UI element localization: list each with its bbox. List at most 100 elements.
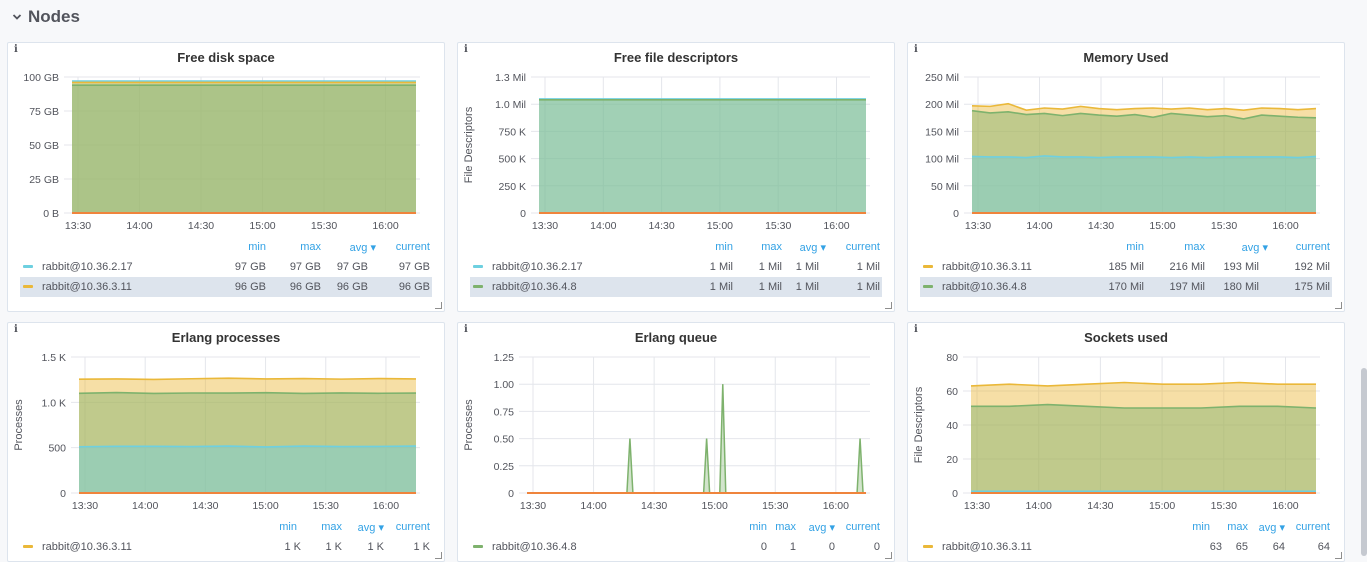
legend-col-current[interactable]: current — [845, 521, 880, 533]
panel-info-icon[interactable]: i — [464, 324, 468, 335]
legend-series-name[interactable]: rabbit@10.36.3.11 — [42, 541, 132, 553]
x-tick-label: 15:00 — [252, 500, 278, 512]
legend-swatch[interactable] — [473, 265, 483, 268]
legend-value-max: 1 Mil — [758, 261, 782, 273]
panel-free-disk-space[interactable]: i Free disk space 100 GB 75 GB 50 GB 25 GB 0 B… — [7, 42, 445, 312]
legend-value-current: 97 GB — [398, 261, 430, 273]
legend-col-min[interactable]: min — [248, 241, 266, 253]
y-tick-label: 0 B — [43, 208, 59, 220]
panel-info-icon[interactable]: i — [14, 324, 18, 335]
legend-series-name[interactable]: rabbit@10.36.3.11 — [942, 541, 1032, 553]
legend-col-min[interactable]: min — [715, 241, 733, 253]
legend-value-min: 96 GB — [234, 281, 266, 293]
chart-area[interactable]: 1.25 1.00 0.75 0.50 0.25 0 13:30 14:00 14:30 15:0… — [458, 323, 895, 523]
chart-area[interactable]: 1.5 K 1.0 K 500 0 13:30 14:00 14:30 15:00 15:30 1… — [8, 323, 445, 523]
panel-title[interactable]: Free disk space — [177, 50, 275, 65]
legend-swatch[interactable] — [923, 285, 933, 288]
series-area — [971, 382, 1316, 493]
legend-value-avg: 180 Mil — [1223, 281, 1259, 293]
legend-col-min[interactable]: min — [1126, 241, 1144, 253]
legend-col-avg[interactable]: avg ▾ — [1258, 522, 1285, 534]
chart-area[interactable]: 80 60 40 20 0 13:30 14:00 14:30 15:00 15:30 16:00 F… — [908, 323, 1345, 523]
legend-col-current[interactable]: current — [845, 241, 880, 253]
chart-area[interactable]: 100 GB 75 GB 50 GB 25 GB 0 B 13:30 14:00 14:30 1… — [8, 43, 445, 243]
legend-col-min[interactable]: min — [749, 521, 767, 533]
legend-row[interactable]: rabbit@10.36.4.8 170 Mil 197 Mil 180 Mil 175… — [920, 277, 1332, 297]
y-tick-label: 50 GB — [29, 140, 59, 152]
legend-col-current[interactable]: current — [1295, 521, 1330, 533]
legend-series-name[interactable]: rabbit@10.36.2.17 — [42, 261, 133, 273]
chart-area[interactable]: 1.3 Mil 1.0 Mil 750 K 500 K 250 K 0 13:30 14:00… — [458, 43, 895, 243]
legend-swatch[interactable] — [923, 265, 933, 268]
x-tick-label: 14:30 — [641, 500, 667, 512]
panel-resize-handle[interactable] — [1335, 302, 1342, 309]
legend-swatch[interactable] — [23, 285, 33, 288]
legend-col-avg[interactable]: avg ▾ — [808, 522, 835, 534]
legend-value-max: 1 — [789, 541, 796, 553]
legend-series-name[interactable]: rabbit@10.36.3.11 — [942, 261, 1032, 273]
legend-col-current[interactable]: current — [1295, 241, 1330, 253]
x-tick-label: 13:30 — [965, 220, 991, 232]
x-tick-label: 15:30 — [1211, 500, 1237, 512]
panel-resize-handle[interactable] — [885, 302, 892, 309]
legend-value-min: 63 — [1209, 541, 1222, 553]
x-tick-label: 13:30 — [532, 220, 558, 232]
legend-series-name[interactable]: rabbit@10.36.2.17 — [492, 261, 583, 273]
legend-col-max[interactable]: max — [1227, 521, 1248, 533]
legend-col-max[interactable]: max — [1184, 241, 1205, 253]
legend-series-name[interactable]: rabbit@10.36.3.11 — [42, 281, 132, 293]
panel-info-icon[interactable]: i — [914, 44, 918, 55]
x-tick-label: 14:30 — [648, 220, 674, 232]
legend-col-max[interactable]: max — [761, 241, 782, 253]
legend-col-avg[interactable]: avg ▾ — [1241, 242, 1268, 254]
legend-series-name[interactable]: rabbit@10.36.4.8 — [492, 541, 577, 553]
panel-info-icon[interactable]: i — [464, 44, 468, 55]
legend-series-name[interactable]: rabbit@10.36.4.8 — [942, 281, 1027, 293]
legend-col-min[interactable]: min — [1192, 521, 1210, 533]
legend-row[interactable]: rabbit@10.36.3.11 96 GB 96 GB 96 GB 96 GB — [20, 277, 432, 297]
legend-row[interactable]: rabbit@10.36.3.11 63 65 64 64 — [920, 537, 1332, 557]
legend-col-current[interactable]: current — [395, 241, 430, 253]
panel-memory-used[interactable]: i Memory Used 250 Mil 200 Mil 150 Mil 100 Mil… — [907, 42, 1345, 312]
legend-col-max[interactable]: max — [300, 241, 321, 253]
legend-swatch[interactable] — [923, 545, 933, 548]
panel-title[interactable]: Erlang processes — [171, 330, 281, 345]
panel-resize-handle[interactable] — [435, 302, 442, 309]
y-tick-label: 150 Mil — [925, 126, 959, 138]
panel-title[interactable]: Erlang queue — [634, 330, 718, 345]
panel-info-icon[interactable]: i — [914, 324, 918, 335]
chart-area[interactable]: 250 Mil 200 Mil 150 Mil 100 Mil 50 Mil 0 13:30… — [908, 43, 1345, 243]
series-area — [79, 392, 416, 493]
legend-swatch[interactable] — [473, 285, 483, 288]
legend-col-avg[interactable]: avg ▾ — [357, 522, 384, 534]
panel-free-file-descriptors[interactable]: i Free file descriptors 1.3 Mil 1.0 Mil 750 … — [457, 42, 895, 312]
legend-series-name[interactable]: rabbit@10.36.4.8 — [492, 281, 577, 293]
legend-swatch[interactable] — [473, 545, 483, 548]
panel-erlang-queue[interactable]: i Erlang queue 1.25 1.00 0.75 0.50 0.25 0 13:30 1… — [457, 322, 895, 562]
y-tick-label: 1.3 Mil — [495, 72, 526, 84]
panel-sockets-used[interactable]: i Sockets used 80 60 40 20 0 13:30 14:00 14:30 15:… — [907, 322, 1345, 562]
legend-col-current[interactable]: current — [395, 521, 430, 533]
row-header-nodes[interactable]: Nodes — [12, 4, 80, 30]
legend-col-avg[interactable]: avg ▾ — [349, 242, 376, 254]
legend-col-avg[interactable]: avg ▾ — [799, 242, 826, 254]
y-tick-label: 0 — [520, 208, 526, 220]
legend-col-min[interactable]: min — [279, 521, 297, 533]
legend-swatch[interactable] — [23, 265, 33, 268]
panel-erlang-processes[interactable]: i Erlang processes 1.5 K 1.0 K 500 0 13:30 14:0… — [7, 322, 445, 562]
panel-title[interactable]: Memory Used — [1083, 50, 1169, 65]
panel-title[interactable]: Free file descriptors — [613, 50, 739, 65]
legend-row[interactable]: rabbit@10.36.2.17 1 Mil 1 Mil 1 Mil 1 Mil — [470, 257, 882, 277]
legend-row[interactable]: rabbit@10.36.4.8 0 1 0 0 — [470, 537, 882, 557]
page-scrollbar[interactable] — [1361, 368, 1367, 556]
legend-row[interactable]: rabbit@10.36.4.8 1 Mil 1 Mil 1 Mil 1 Mil — [470, 277, 882, 297]
legend-row[interactable]: rabbit@10.36.2.17 97 GB 97 GB 97 GB 97 GB — [20, 257, 432, 277]
panel-title[interactable]: Sockets used — [1084, 330, 1168, 345]
legend-value-current: 96 GB — [398, 281, 430, 293]
legend-col-max[interactable]: max — [321, 521, 342, 533]
panel-info-icon[interactable]: i — [14, 44, 18, 55]
legend-row[interactable]: rabbit@10.36.3.11 185 Mil 216 Mil 193 Mil 19… — [920, 257, 1332, 277]
legend-swatch[interactable] — [23, 545, 33, 548]
legend-row[interactable]: rabbit@10.36.3.11 1 K 1 K 1 K 1 K — [20, 537, 432, 557]
legend-col-max[interactable]: max — [775, 521, 796, 533]
